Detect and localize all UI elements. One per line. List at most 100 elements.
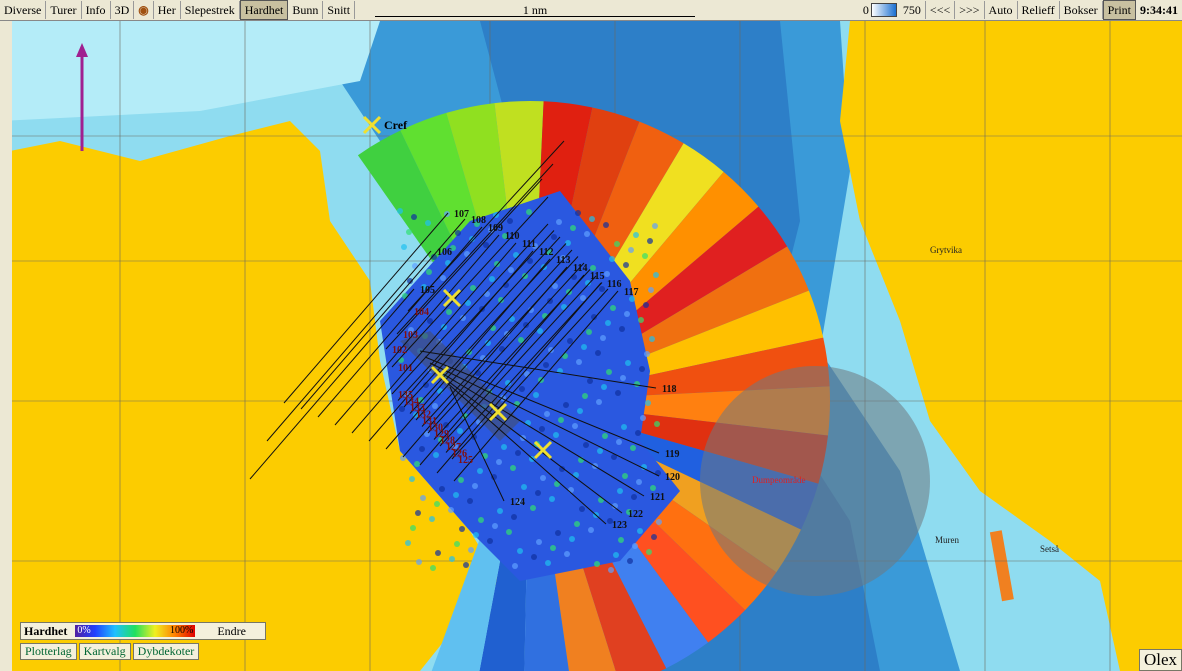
brand: Olex: [1138, 649, 1182, 671]
toolbar-button[interactable]: >>>: [955, 1, 985, 19]
survey-line: [433, 269, 591, 440]
hardness-speckle: [509, 316, 515, 322]
hardness-speckle: [502, 233, 508, 239]
toolbar-button[interactable]: Diverse: [0, 1, 47, 19]
layer-button[interactable]: Plotterlag: [20, 643, 77, 660]
hardness-speckle: [491, 474, 497, 480]
layer-button[interactable]: Dybdekoter: [132, 643, 200, 660]
hardness-speckle: [551, 234, 557, 240]
hardness-speckle: [637, 528, 643, 534]
hardness-speckle: [489, 276, 495, 282]
hardness-speckle: [483, 242, 489, 248]
hardness-speckle: [646, 549, 652, 555]
survey-line: [317, 226, 483, 418]
hardness-speckle: [589, 216, 595, 222]
survey-line: [427, 262, 585, 434]
survey-line: [444, 380, 607, 525]
hardness-speckle: [650, 485, 656, 491]
hardness-speckle: [597, 448, 603, 454]
survey-line-label: 119: [665, 449, 679, 460]
toolbar-button[interactable]: Info: [82, 1, 111, 19]
toolbar-button[interactable]: Auto: [985, 1, 1018, 19]
toolbar-button[interactable]: Bokser: [1060, 1, 1103, 19]
toolbar-button[interactable]: <<<: [926, 1, 956, 19]
hardness-speckle: [607, 518, 613, 524]
compass-icon[interactable]: ◉: [134, 1, 154, 19]
hardness-speckle: [528, 307, 534, 313]
hardness-speckle: [455, 230, 461, 236]
toolbar-button[interactable]: Print: [1102, 0, 1136, 20]
hardness-speckle: [399, 406, 405, 412]
hardness-speckle: [591, 314, 597, 320]
hardness-speckle: [638, 317, 644, 323]
hardness-speckle: [654, 421, 660, 427]
hardness-speckle: [624, 311, 630, 317]
marker-label: Cref: [384, 118, 408, 132]
hardness-speckle: [594, 561, 600, 567]
hardness-speckle: [440, 275, 446, 281]
hardness-speckle: [496, 459, 502, 465]
toolbar-button[interactable]: Relieff: [1018, 1, 1060, 19]
toolbar-button[interactable]: Bunn: [288, 1, 324, 19]
hardness-speckle: [602, 433, 608, 439]
station-marker: [533, 440, 553, 460]
hardness-speckle: [571, 274, 577, 280]
hardness-speckle: [470, 285, 476, 291]
hardness-sector: [530, 401, 616, 671]
survey-line: [409, 243, 567, 414]
hardness-speckle: [472, 483, 478, 489]
hardness-speckle: [449, 556, 455, 562]
survey-line: [429, 362, 660, 477]
hardness-speckle: [598, 497, 604, 503]
hardness-speckle: [631, 494, 637, 500]
survey-line: [351, 242, 517, 434]
toolbar-button[interactable]: Snitt: [323, 1, 356, 19]
toolbar-button[interactable]: Slepestrek: [181, 1, 240, 19]
hardness-speckle: [488, 227, 494, 233]
hardness-speckle: [614, 241, 620, 247]
hardness-speckle: [600, 335, 606, 341]
toolbar-button[interactable]: Hardhet: [239, 0, 289, 20]
survey-line-label: 125: [458, 455, 473, 466]
survey-line: [449, 386, 505, 502]
hardness-speckle: [405, 540, 411, 546]
hardness-speckle: [506, 529, 512, 535]
hardness-speckle: [465, 300, 471, 306]
hardness-speckle: [460, 315, 466, 321]
hardness-speckle: [567, 338, 573, 344]
edit-button[interactable]: Endre: [217, 623, 246, 638]
toolbar-button[interactable]: Her: [154, 1, 181, 19]
hardness-speckle: [580, 295, 586, 301]
toolbar-button[interactable]: Turer: [46, 1, 82, 19]
hardness-speckle: [616, 439, 622, 445]
survey-line: [300, 218, 466, 410]
survey-line-label: 116: [607, 279, 621, 290]
hardness-speckle: [651, 534, 657, 540]
hardness-speckle: [484, 291, 490, 297]
shallow-top: [0, 21, 380, 121]
hardness-speckle: [409, 476, 415, 482]
hardness-speckle: [656, 519, 662, 525]
survey-line: [436, 282, 602, 474]
station-marker: [488, 402, 508, 422]
hardness-speckle: [512, 563, 518, 569]
hardness-speckle: [552, 283, 558, 289]
survey-line-label: 120: [665, 472, 680, 483]
hardness-speckle: [457, 428, 463, 434]
survey-line: [419, 350, 657, 389]
survey-line: [434, 368, 645, 497]
survey-line: [421, 256, 579, 427]
map: 1011021031041051061071081091101111121131…: [0, 21, 1182, 671]
hardness-speckle: [595, 350, 601, 356]
hardness-speckle: [563, 402, 569, 408]
hardness-speckle: [537, 328, 543, 334]
toolbar-button[interactable]: 3D: [111, 1, 135, 19]
hardness-speckle: [579, 506, 585, 512]
hardness-speckle: [564, 551, 570, 557]
hardness-speckle: [412, 263, 418, 269]
clock: 9:34:41: [1140, 2, 1178, 17]
hardness-speckle: [426, 269, 432, 275]
hardness-speckle: [553, 432, 559, 438]
hardness-speckle: [613, 552, 619, 558]
layer-button[interactable]: Kartvalg: [78, 643, 131, 660]
